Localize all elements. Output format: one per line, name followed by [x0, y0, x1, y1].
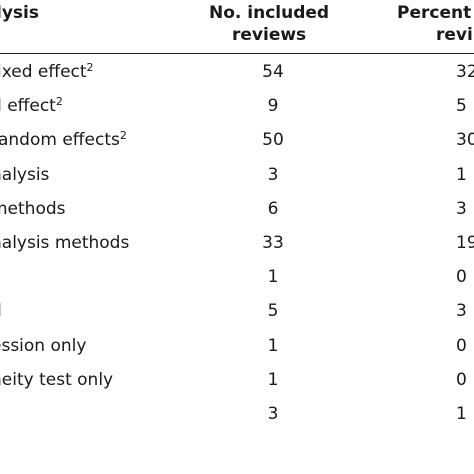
table-row-method: d: [0, 300, 2, 322]
header-method: lysis: [0, 3, 39, 23]
table-row-method: fixed effect2: [0, 61, 94, 83]
footnote-marker: 2: [86, 61, 94, 74]
table-row-count: 54: [262, 62, 284, 82]
header-rule: [0, 53, 474, 54]
table-row-percent: 1: [456, 165, 467, 185]
method-label: methods: [0, 199, 66, 219]
method-label: neity test only: [0, 370, 114, 390]
header-count-line1: No. included: [209, 3, 330, 23]
method-label: ession only: [0, 336, 87, 356]
method-label: d: [0, 301, 2, 321]
table-row-count: 6: [267, 199, 279, 219]
table-row-percent: 0: [456, 370, 467, 390]
table-row-method: nalysis: [0, 164, 49, 186]
table-row-percent: 0: [456, 267, 467, 287]
table-row-count: 1: [267, 267, 279, 287]
table-row-method: neity test only: [0, 369, 113, 391]
method-label: d effect: [0, 96, 56, 116]
footnote-marker: 2: [119, 129, 127, 142]
method-label: fixed effect: [0, 62, 87, 82]
table-row-percent: 30: [456, 130, 474, 150]
table-row-count: 5: [267, 301, 279, 321]
table-row-percent: 1: [456, 404, 467, 424]
header-count-line2: reviews: [232, 25, 307, 45]
table-row-method: random effects2: [0, 129, 127, 151]
table-row-percent: 32: [456, 62, 474, 82]
table-row-method: d effect2: [0, 95, 63, 117]
table-row-count: 33: [262, 233, 284, 253]
method-label: random effects: [0, 130, 120, 150]
table-row-count: 1: [267, 336, 279, 356]
table-row-percent: 19: [456, 233, 474, 253]
table-row-percent: 3: [456, 199, 467, 219]
table-row-count: 3: [267, 165, 279, 185]
table-row-count: 9: [267, 96, 279, 116]
table-row-count: 50: [262, 130, 284, 150]
table-row-method: methods: [0, 198, 66, 220]
table-row-percent: 0: [456, 336, 467, 356]
table-row-method: ession only: [0, 335, 86, 357]
method-label: nalysis: [0, 165, 50, 185]
header-percent-line2: revi: [436, 25, 473, 45]
table-row-method: nalysis methods: [0, 232, 129, 254]
header-percent-line1: Percent: [397, 3, 472, 23]
table-row-percent: 3: [456, 301, 467, 321]
table-row-count: 1: [267, 370, 279, 390]
footnote-marker: 2: [55, 95, 63, 108]
method-label: nalysis methods: [0, 233, 130, 253]
table-row-percent: 5: [456, 96, 467, 116]
table-row-count: 3: [267, 404, 279, 424]
